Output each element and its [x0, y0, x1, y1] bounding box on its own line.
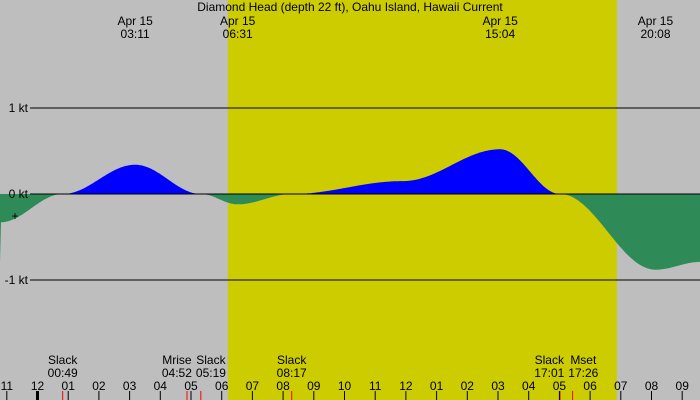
hour-tick-label: 01: [430, 379, 444, 393]
hour-tick-label: 04: [522, 379, 536, 393]
hour-tick-label: 07: [246, 379, 260, 393]
hour-tick-label: 06: [215, 379, 229, 393]
extremum-time: 06:31: [223, 27, 253, 41]
hour-tick-label: 11: [369, 379, 382, 393]
ebb-area: [0, 194, 700, 270]
extremum-date: Apr 15: [638, 14, 674, 28]
event-time: 08:17: [277, 366, 307, 380]
hour-tick-label: 11: [1, 379, 14, 393]
event-label: Slack: [196, 353, 226, 367]
extremum-time: 15:04: [485, 27, 515, 41]
event-time: 05:19: [196, 366, 226, 380]
extremum-date: Apr 15: [117, 14, 153, 28]
extremum-date: Apr 15: [220, 14, 256, 28]
current-time-marker: +: [11, 209, 18, 223]
hour-tick-label: 12: [31, 379, 45, 393]
event-time: 17:01: [534, 366, 564, 380]
hour-tick-label: 08: [645, 379, 659, 393]
extremum-date: Apr 15: [482, 14, 518, 28]
hour-tick-label: 02: [461, 379, 475, 393]
hour-tick-label: 09: [676, 379, 690, 393]
hour-tick-label: 02: [92, 379, 106, 393]
y-tick-label: 0 kt: [9, 187, 29, 201]
hour-tick-label: 01: [62, 379, 76, 393]
hour-tick-label: 03: [123, 379, 137, 393]
event-label: Slack: [277, 353, 307, 367]
daylight-band: [227, 0, 617, 400]
hour-tick-label: 09: [307, 379, 321, 393]
event-label: Mrise: [162, 353, 192, 367]
hour-tick-label: 08: [276, 379, 290, 393]
hour-tick-label: 03: [491, 379, 505, 393]
event-time: 00:49: [48, 366, 78, 380]
extremum-time: 20:08: [640, 27, 670, 41]
hour-tick-label: 05: [184, 379, 198, 393]
extremum-time: 03:11: [121, 27, 150, 41]
hour-tick-label: 04: [154, 379, 168, 393]
hour-tick-label: 06: [583, 379, 597, 393]
y-tick-label: 1 kt: [9, 101, 29, 115]
hour-tick-label: 12: [399, 379, 413, 393]
hour-tick-label: 07: [614, 379, 628, 393]
y-tick-label: -1 kt: [5, 273, 29, 287]
event-time: 17:26: [568, 366, 598, 380]
event-label: Slack: [48, 353, 78, 367]
chart-title: Diamond Head (depth 22 ft), Oahu Island,…: [197, 0, 503, 14]
hour-tick-label: 05: [553, 379, 567, 393]
event-label: Mset: [570, 353, 597, 367]
event-label: Slack: [535, 353, 565, 367]
flood-area: [0, 149, 700, 194]
event-time: 04:52: [162, 366, 192, 380]
hour-tick-label: 10: [338, 379, 352, 393]
